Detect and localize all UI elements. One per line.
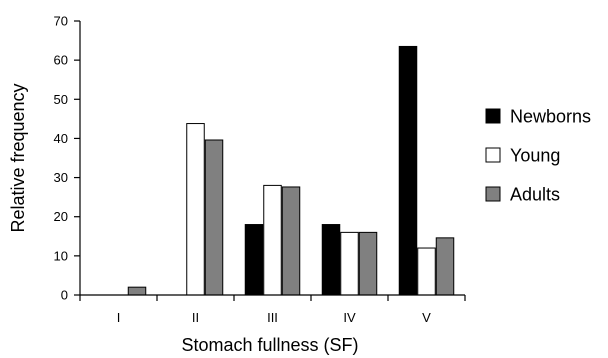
legend-swatch-newborns bbox=[485, 108, 501, 124]
bar-young-V bbox=[417, 247, 436, 296]
bar-young-IV bbox=[340, 231, 359, 296]
y-axis-title: Relative frequency bbox=[8, 83, 28, 232]
x-ticks-group: I II III IV V bbox=[79, 295, 466, 325]
x-tick-label: V bbox=[422, 310, 431, 325]
x-tick-label: III bbox=[267, 310, 278, 325]
bars-group bbox=[127, 45, 455, 296]
legend-swatch-adults bbox=[485, 186, 501, 202]
bar-newborns-V bbox=[398, 45, 418, 296]
bar-newborns-IV bbox=[321, 224, 341, 296]
legend-swatch-young bbox=[485, 147, 501, 163]
bar-newborns-III bbox=[244, 224, 264, 296]
bar-young-III bbox=[263, 184, 282, 296]
x-tick-label: IV bbox=[343, 310, 356, 325]
bar-young-II bbox=[186, 123, 205, 296]
legend-label-young: Young bbox=[510, 146, 560, 166]
bar-adults-II bbox=[204, 139, 224, 296]
x-axis-title: Stomach fullness (SF) bbox=[181, 335, 358, 355]
legend-label-newborns: Newborns bbox=[510, 107, 591, 127]
y-tick-label: 30 bbox=[54, 170, 68, 185]
y-tick-label: 50 bbox=[54, 92, 68, 107]
legend-label-adults: Adults bbox=[510, 185, 560, 205]
bar-adults-I bbox=[127, 286, 147, 296]
y-tick-label: 60 bbox=[54, 53, 68, 68]
bar-adults-IV bbox=[358, 231, 378, 296]
y-tick-label: 20 bbox=[54, 209, 68, 224]
bar-adults-III bbox=[281, 186, 301, 296]
axes-group bbox=[79, 21, 465, 296]
x-tick-label: II bbox=[192, 310, 199, 325]
y-tick-label: 40 bbox=[54, 131, 68, 146]
x-tick-label: I bbox=[117, 310, 121, 325]
y-tick-label: 70 bbox=[54, 14, 68, 29]
legend: Newborns Young Adults bbox=[485, 107, 591, 205]
y-tick-label: 0 bbox=[61, 288, 68, 303]
y-tick-label: 10 bbox=[54, 248, 68, 263]
bar-adults-V bbox=[435, 237, 455, 296]
y-ticks-group: 0 10 20 30 40 50 60 70 bbox=[54, 14, 80, 303]
